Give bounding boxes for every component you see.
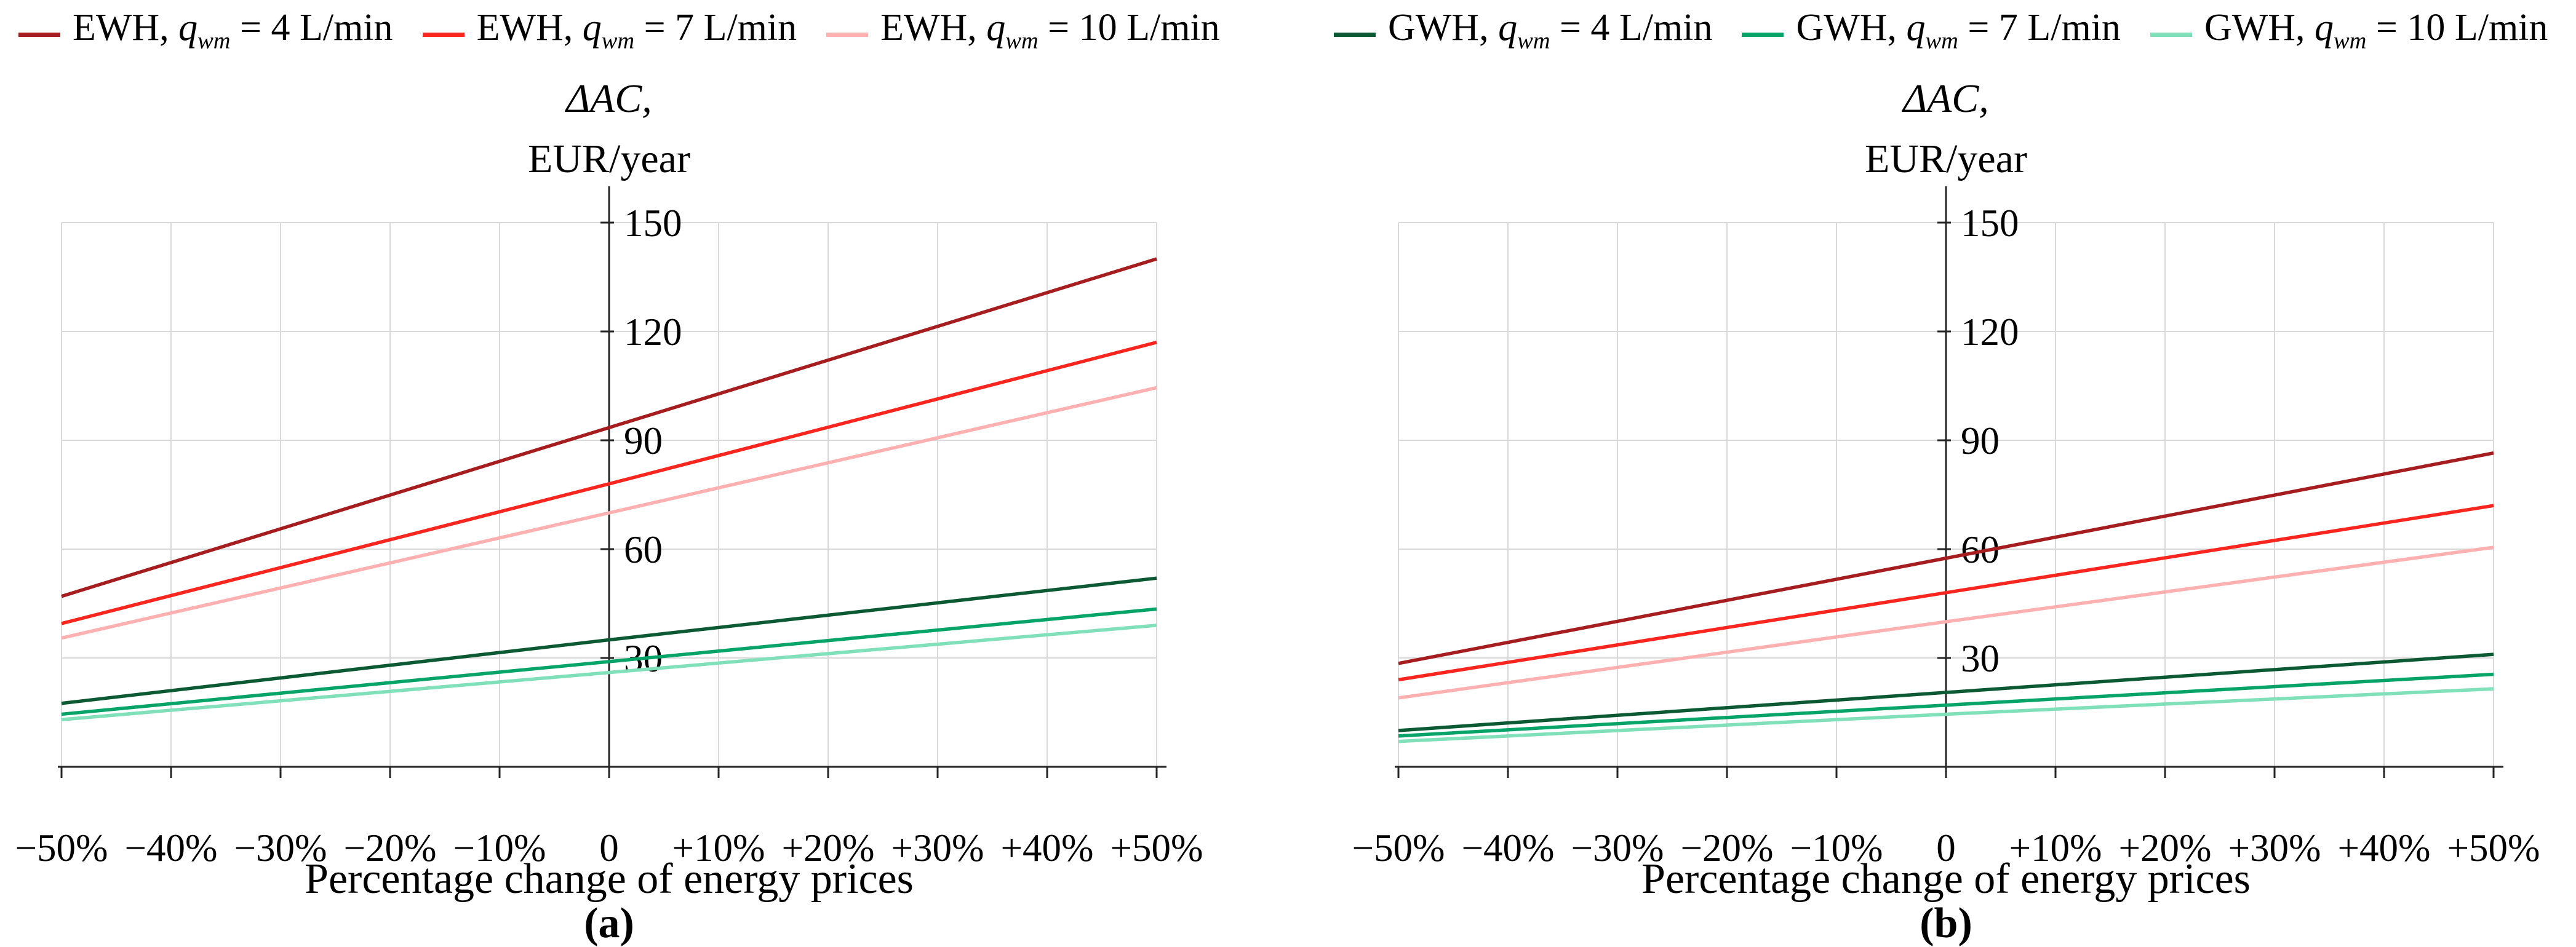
x-tick-label: −40% bbox=[1461, 826, 1554, 870]
x-tick-label: +40% bbox=[1000, 826, 1093, 870]
series-line bbox=[61, 607, 1157, 716]
legend-label: GWH, qwm = 10 L/min bbox=[2204, 7, 2548, 54]
legend-label: EWH, qwm = 10 L/min bbox=[880, 7, 1220, 54]
y-axis-title-a-line2: EUR/year bbox=[528, 137, 690, 181]
x-tick-label: −30% bbox=[234, 826, 327, 870]
series-line bbox=[1398, 687, 2494, 743]
legend-label: EWH, qwm = 4 L/min bbox=[73, 7, 393, 54]
x-tick-label: −10% bbox=[1790, 826, 1883, 870]
x-tick-label: +30% bbox=[891, 826, 984, 870]
y-tick-label: 90 bbox=[624, 419, 663, 462]
legend-item: GWH, qwm = 10 L/min bbox=[2150, 3, 2548, 65]
x-tick-label: +20% bbox=[781, 826, 874, 870]
x-tick-label: +50% bbox=[2447, 826, 2540, 870]
y-tick-label: 60 bbox=[624, 528, 663, 571]
legend-label: GWH, qwm = 7 L/min bbox=[1796, 7, 2121, 54]
x-tick-label: −30% bbox=[1571, 826, 1664, 870]
series-line bbox=[61, 341, 1157, 625]
legend-item: EWH, qwm = 10 L/min bbox=[826, 3, 1220, 65]
y-tick-label: 90 bbox=[1961, 419, 2000, 462]
series-line bbox=[61, 576, 1157, 705]
x-tick-label: −20% bbox=[343, 826, 436, 870]
x-tick-label: +10% bbox=[672, 826, 765, 870]
series-line bbox=[61, 386, 1157, 640]
series-line bbox=[61, 257, 1157, 598]
legend-line-swatch bbox=[1334, 32, 1376, 37]
y-axis-title-a: ΔAC, EUR/year bbox=[394, 69, 824, 189]
x-tick-label: +20% bbox=[2118, 826, 2211, 870]
legend-label: GWH, qwm = 4 L/min bbox=[1388, 7, 1713, 54]
x-tick-label: −50% bbox=[1352, 826, 1445, 870]
legend-item: EWH, qwm = 7 L/min bbox=[422, 3, 797, 65]
legend-ewh-group: EWH, qwm = 4 L/min EWH, qwm = 7 L/min EWH,… bbox=[18, 7, 1220, 59]
x-tick-label: +30% bbox=[2228, 826, 2321, 870]
x-axis-label-b: Percentage change of energy prices bbox=[1641, 855, 2251, 903]
legend-line-swatch bbox=[422, 32, 465, 37]
series-line bbox=[1398, 652, 2494, 732]
chart-panel-b: −50% −40% −30% −20% −10% 0 +10% +20% +30% +40% +50… bbox=[1352, 186, 2540, 870]
x-axis-label-a: Percentage change of energy prices bbox=[305, 855, 914, 903]
x-tick-label: 0 bbox=[1936, 826, 1956, 870]
y-axis-title-b-line1: ΔAC, bbox=[1903, 76, 1989, 121]
legend-item: EWH, qwm = 4 L/min bbox=[18, 3, 393, 65]
x-tick-label: −10% bbox=[453, 826, 546, 870]
panel-label-b: (b) bbox=[1920, 900, 1972, 947]
chart-panel-a: −50% −40% −30% −20% −10% 0 +10% +20% +30% +40% +50… bbox=[15, 186, 1203, 870]
legend-line-swatch bbox=[18, 32, 60, 37]
y-tick-label: 150 bbox=[1961, 202, 2019, 245]
legend-gwh-group: GWH, qwm = 4 L/min GWH, qwm = 7 L/min GWH,… bbox=[1334, 7, 2548, 59]
x-tick-label: 0 bbox=[599, 826, 619, 870]
series-line bbox=[1398, 504, 2494, 682]
x-tick-label: −40% bbox=[124, 826, 217, 870]
legend-item: GWH, qwm = 4 L/min bbox=[1334, 3, 1712, 65]
x-tick-label: −20% bbox=[1680, 826, 1773, 870]
x-tick-label: +40% bbox=[2337, 826, 2430, 870]
y-tick-label: 120 bbox=[624, 311, 682, 354]
y-tick-label: 30 bbox=[1961, 637, 2000, 680]
legend-line-swatch bbox=[2150, 32, 2192, 37]
panel-label-a: (a) bbox=[584, 900, 634, 947]
legend-line-swatch bbox=[1742, 32, 1784, 37]
x-tick-label: −50% bbox=[15, 826, 108, 870]
legend-label: EWH, qwm = 7 L/min bbox=[476, 7, 797, 54]
y-axis-title-a-line1: ΔAC, bbox=[566, 76, 652, 121]
legend-line-swatch bbox=[826, 32, 869, 37]
y-tick-label: 120 bbox=[1961, 311, 2019, 354]
series-line bbox=[1398, 545, 2494, 700]
y-axis-title-b-line2: EUR/year bbox=[1865, 137, 2027, 181]
legend-item: GWH, qwm = 7 L/min bbox=[1742, 3, 2121, 65]
x-tick-label: +50% bbox=[1110, 826, 1203, 870]
series-line bbox=[61, 624, 1157, 722]
y-tick-label: 150 bbox=[624, 202, 682, 245]
series-line bbox=[1398, 672, 2494, 738]
x-tick-label: +10% bbox=[2009, 826, 2102, 870]
series-line bbox=[1398, 451, 2494, 665]
y-axis-title-b: ΔAC, EUR/year bbox=[1731, 69, 2161, 189]
